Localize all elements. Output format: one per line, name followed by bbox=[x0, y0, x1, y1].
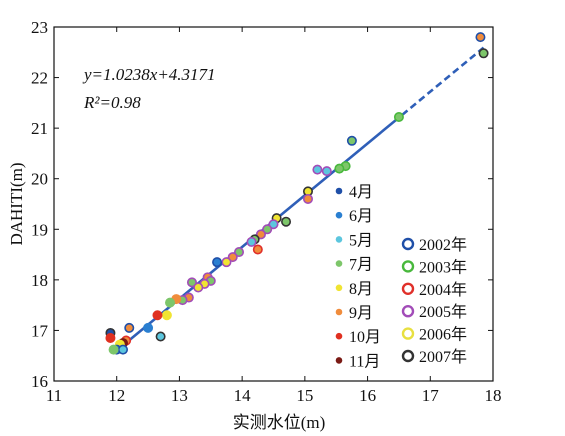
month-legend-marker bbox=[335, 357, 343, 364]
x-tick-label: 16 bbox=[359, 386, 376, 405]
data-point bbox=[346, 135, 357, 146]
year-legend-marker bbox=[401, 282, 415, 295]
y-tick-label: 17 bbox=[31, 321, 49, 340]
data-point bbox=[161, 310, 172, 321]
month-legend-marker bbox=[335, 308, 343, 316]
data-point bbox=[117, 344, 128, 355]
x-axis-title: 实测水位(m) bbox=[233, 413, 326, 432]
y-tick-label: 19 bbox=[31, 220, 48, 239]
fit-equation: y=1.0238x+4.3171 bbox=[82, 65, 216, 84]
y-tick-label: 21 bbox=[31, 119, 48, 138]
month-legend-marker bbox=[335, 211, 343, 219]
data-point bbox=[124, 322, 135, 333]
year-legend-marker bbox=[401, 349, 415, 363]
data-point bbox=[108, 344, 119, 355]
data-point bbox=[227, 252, 238, 263]
year-legend-label: 2002年 bbox=[419, 236, 467, 254]
data-point bbox=[155, 331, 166, 342]
x-tick-label: 14 bbox=[234, 386, 252, 405]
axis-ticks-layer: 11 12 13 14 15 16 17 18 16 17 18 19 20 21 22 23 bbox=[31, 18, 502, 405]
year-legend-label: 2006年 bbox=[419, 326, 467, 344]
month-legend-label: 10月 bbox=[349, 329, 381, 346]
month-legend-marker bbox=[335, 236, 343, 243]
month-legend: 4月 6月 5月 7月 8月 9月 10月 11月 bbox=[335, 184, 381, 370]
x-tick-label: 18 bbox=[485, 386, 502, 405]
x-tick-label: 12 bbox=[108, 386, 125, 405]
y-tick-label: 18 bbox=[31, 271, 48, 290]
data-point bbox=[165, 297, 176, 308]
data-point bbox=[221, 257, 232, 268]
month-legend-label: 4月 bbox=[349, 184, 373, 201]
month-legend-marker bbox=[335, 187, 343, 195]
fit-line-dashed bbox=[401, 46, 485, 116]
data-point bbox=[152, 310, 163, 321]
data-point bbox=[262, 224, 273, 235]
data-point bbox=[478, 48, 489, 59]
data-point bbox=[105, 333, 116, 344]
data-point bbox=[334, 163, 345, 174]
year-legend-label: 2005年 bbox=[419, 303, 467, 321]
month-legend-label: 11月 bbox=[349, 353, 380, 370]
month-legend-label: 8月 bbox=[349, 281, 373, 298]
month-legend-label: 7月 bbox=[349, 257, 373, 274]
data-point bbox=[193, 282, 204, 293]
month-legend-label: 9月 bbox=[349, 305, 373, 322]
x-tick-label: 15 bbox=[296, 386, 313, 405]
data-point bbox=[212, 257, 223, 268]
data-point bbox=[252, 244, 263, 255]
data-point bbox=[312, 164, 323, 175]
data-points-layer bbox=[105, 32, 489, 355]
data-point bbox=[302, 193, 313, 204]
year-legend: 2002年 2003年 2004年 2005年 2006年 2007年 bbox=[401, 236, 467, 366]
y-tick-label: 22 bbox=[31, 69, 48, 88]
year-legend-marker bbox=[401, 237, 415, 251]
plot-frame bbox=[53, 26, 494, 382]
x-tick-label: 13 bbox=[171, 386, 188, 405]
data-point bbox=[186, 277, 197, 288]
month-legend-label: 6月 bbox=[349, 208, 373, 225]
x-tick-label: 11 bbox=[46, 386, 62, 405]
year-legend-marker bbox=[401, 305, 415, 318]
r-squared: R²=0.98 bbox=[83, 93, 141, 112]
y-tick-label: 16 bbox=[31, 372, 48, 391]
y-axis-title: DAHITI(m) bbox=[7, 162, 26, 245]
data-point bbox=[246, 236, 257, 247]
month-legend-label: 5月 bbox=[349, 232, 373, 249]
x-tick-label: 17 bbox=[422, 386, 440, 405]
data-point bbox=[475, 32, 486, 43]
year-legend-label: 2004年 bbox=[419, 281, 467, 299]
month-legend-marker bbox=[335, 260, 343, 267]
data-point bbox=[321, 166, 332, 177]
data-point bbox=[234, 247, 245, 258]
month-legend-marker bbox=[335, 332, 343, 340]
month-legend-marker bbox=[335, 284, 343, 292]
data-point bbox=[281, 216, 292, 227]
data-point bbox=[268, 219, 279, 230]
y-tick-label: 23 bbox=[31, 18, 48, 37]
year-legend-label: 2003年 bbox=[419, 258, 467, 276]
year-legend-marker bbox=[401, 327, 415, 340]
data-point bbox=[255, 229, 266, 240]
data-point bbox=[143, 322, 154, 333]
year-legend-marker bbox=[401, 260, 415, 273]
y-tick-label: 20 bbox=[31, 170, 48, 189]
year-legend-label: 2007年 bbox=[419, 348, 467, 366]
data-point bbox=[393, 112, 404, 123]
